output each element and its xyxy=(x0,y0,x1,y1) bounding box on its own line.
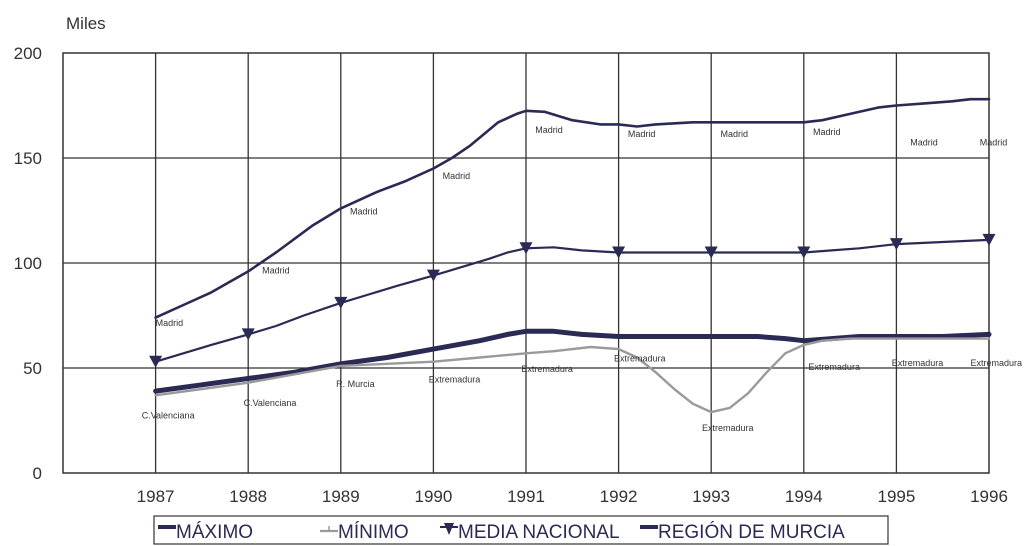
legend-item: MEDIA NACIONAL xyxy=(440,522,620,543)
legend-item: MÍNIMO xyxy=(320,522,409,543)
point-annotation: Madrid xyxy=(262,266,290,276)
series-marker xyxy=(519,242,533,255)
y-tick-label: 0 xyxy=(33,464,42,483)
y-unit-label: Miles xyxy=(66,14,106,33)
x-tick-label: 1994 xyxy=(785,487,823,506)
legend-label: REGIÓN DE MURCIA xyxy=(658,521,845,543)
x-tick-label: 1990 xyxy=(414,487,452,506)
point-annotation: Madrid xyxy=(628,129,656,139)
series-line xyxy=(154,337,991,414)
grid xyxy=(63,53,989,473)
series-line xyxy=(154,238,991,363)
series-marker xyxy=(426,269,440,282)
legend-box xyxy=(153,515,889,545)
series-marker xyxy=(889,238,903,251)
point-annotation: Madrid xyxy=(910,137,938,147)
x-tick-label: 1991 xyxy=(507,487,545,506)
y-tick-label: 150 xyxy=(14,149,42,168)
legend-marker xyxy=(444,523,454,535)
point-annotation: R. Murcia xyxy=(336,379,375,389)
plot-frame xyxy=(62,52,990,474)
point-annotation: Extremadura xyxy=(892,358,944,368)
legend-label: MÁXIMO xyxy=(176,522,253,543)
point-annotation: Madrid xyxy=(813,127,841,137)
point-annotation: C.Valenciana xyxy=(142,410,195,420)
point-annotation: Extremadura xyxy=(702,423,754,433)
point-annotation: Madrid xyxy=(535,125,563,135)
y-tick-label: 200 xyxy=(14,44,42,63)
point-annotation: Madrid xyxy=(980,137,1008,147)
x-tick-label: 1996 xyxy=(970,487,1008,506)
point-annotation: Extremadura xyxy=(521,364,573,374)
legend: MÁXIMO MÍNIMO MEDIA NACIONAL REGIÓN DE MURC… xyxy=(153,515,889,545)
series-line xyxy=(154,97,991,319)
legend-label: MEDIA NACIONAL xyxy=(458,522,620,543)
x-axis-ticks: 1987 1988 1989 1990 1991 1992 1993 1994 1995 1996 xyxy=(137,487,1008,506)
series-m-nimo xyxy=(154,337,991,414)
x-tick-label: 1987 xyxy=(137,487,175,506)
point-annotation: Extremadura xyxy=(970,358,1022,368)
series-line xyxy=(153,328,992,394)
series-regi-n-de-murcia xyxy=(153,328,992,394)
y-axis-ticks: 0 50 100 150 200 xyxy=(14,44,42,483)
point-annotation: Madrid xyxy=(443,171,471,181)
series-media-nacional xyxy=(149,233,996,368)
series-marker xyxy=(612,246,626,259)
point-annotation: Madrid xyxy=(350,207,378,217)
point-annotation: Extremadura xyxy=(429,375,481,385)
x-tick-label: 1995 xyxy=(877,487,915,506)
x-tick-label: 1988 xyxy=(229,487,267,506)
legend-item: REGIÓN DE MURCIA xyxy=(640,521,845,543)
y-tick-label: 50 xyxy=(23,359,42,378)
legend-item: MÁXIMO xyxy=(158,522,253,543)
series-layer xyxy=(149,97,996,414)
series-marker xyxy=(797,246,811,259)
series-marker xyxy=(982,233,996,246)
x-tick-label: 1989 xyxy=(322,487,360,506)
x-tick-label: 1993 xyxy=(692,487,730,506)
y-tick-label: 100 xyxy=(14,254,42,273)
point-annotation: C.Valenciana xyxy=(244,398,297,408)
legend-label: MÍNIMO xyxy=(338,522,409,543)
point-annotation: Extremadura xyxy=(614,354,666,364)
series-marker xyxy=(241,328,255,341)
point-annotation: Extremadura xyxy=(808,362,860,372)
point-annotation: Madrid xyxy=(720,129,748,139)
series-marker xyxy=(704,246,718,259)
x-tick-label: 1992 xyxy=(600,487,638,506)
series-marker xyxy=(149,355,163,368)
point-annotation: Madrid xyxy=(156,318,184,328)
series-marker xyxy=(334,296,348,309)
series-m-ximo xyxy=(154,97,991,319)
annotations: Madrid Madrid Madrid Madrid Madrid Madrid Madr… xyxy=(142,125,1022,433)
